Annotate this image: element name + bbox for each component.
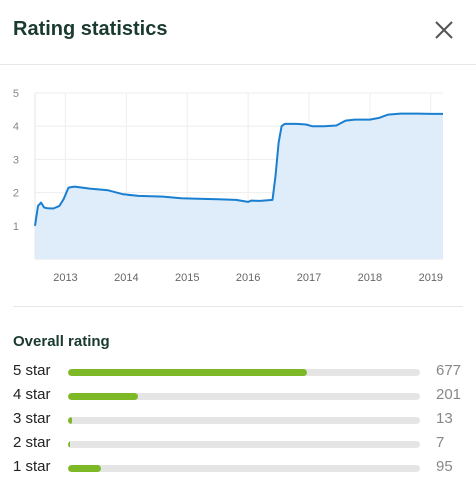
rating-row: 4 star 201 (0, 384, 476, 408)
close-icon[interactable] (432, 18, 456, 42)
x-tick-label: 2019 (419, 272, 443, 284)
rating-bar-fill (68, 369, 308, 376)
rating-row: 1 star 95 (0, 456, 476, 480)
y-tick-label: 4 (13, 121, 19, 133)
rating-row: 5 star 677 (0, 360, 476, 384)
rating-row-count: 13 (436, 410, 453, 427)
rating-row-count: 7 (436, 434, 445, 451)
x-tick-label: 2014 (114, 272, 138, 284)
rating-row-count: 95 (436, 458, 453, 475)
x-tick-label: 2018 (358, 272, 382, 284)
rating-bar-fill (68, 393, 139, 400)
x-tick-label: 2015 (175, 272, 199, 284)
y-tick-label: 1 (13, 221, 19, 233)
rating-bar-track (68, 393, 420, 400)
rating-row-label: 3 star (13, 410, 51, 427)
rating-bar-track (68, 441, 420, 448)
rating-row-label: 5 star (13, 362, 51, 379)
rating-row: 3 star 13 (0, 408, 476, 432)
rating-row-count: 201 (436, 386, 462, 403)
rating-chart: 1 2 3 4 5 2013 2014 2015 2016 2017 2018 2019 (0, 66, 476, 296)
rating-row-label: 1 star (13, 458, 51, 475)
dialog-title: Rating statistics (13, 18, 168, 40)
series-area (35, 113, 443, 259)
series-line (34, 112, 443, 226)
x-tick-label: 2017 (297, 272, 321, 284)
rating-row-label: 2 star (13, 434, 51, 451)
rating-chart-svg: 1 2 3 4 5 2013 2014 2015 2016 2017 2018 2019 (13, 88, 443, 284)
overall-rating-title: Overall rating (13, 333, 110, 350)
dialog-header: Rating statistics (0, 0, 476, 65)
y-tick-label: 3 (13, 154, 19, 166)
x-tick-label: 2016 (236, 272, 260, 284)
rating-bar-fill (68, 441, 71, 448)
rating-bar-track (68, 369, 420, 376)
rating-bar-fill (68, 465, 102, 472)
rating-row-count: 677 (436, 362, 462, 379)
y-tick-label: 5 (13, 88, 19, 100)
rating-bar-track (68, 417, 420, 424)
rating-bar-fill (68, 417, 73, 424)
rating-row: 2 star 7 (0, 432, 476, 456)
section-divider (13, 306, 463, 307)
rating-row-label: 4 star (13, 386, 51, 403)
x-tick-label: 2013 (53, 272, 77, 284)
y-tick-label: 2 (13, 188, 19, 200)
rating-bar-track (68, 465, 420, 472)
